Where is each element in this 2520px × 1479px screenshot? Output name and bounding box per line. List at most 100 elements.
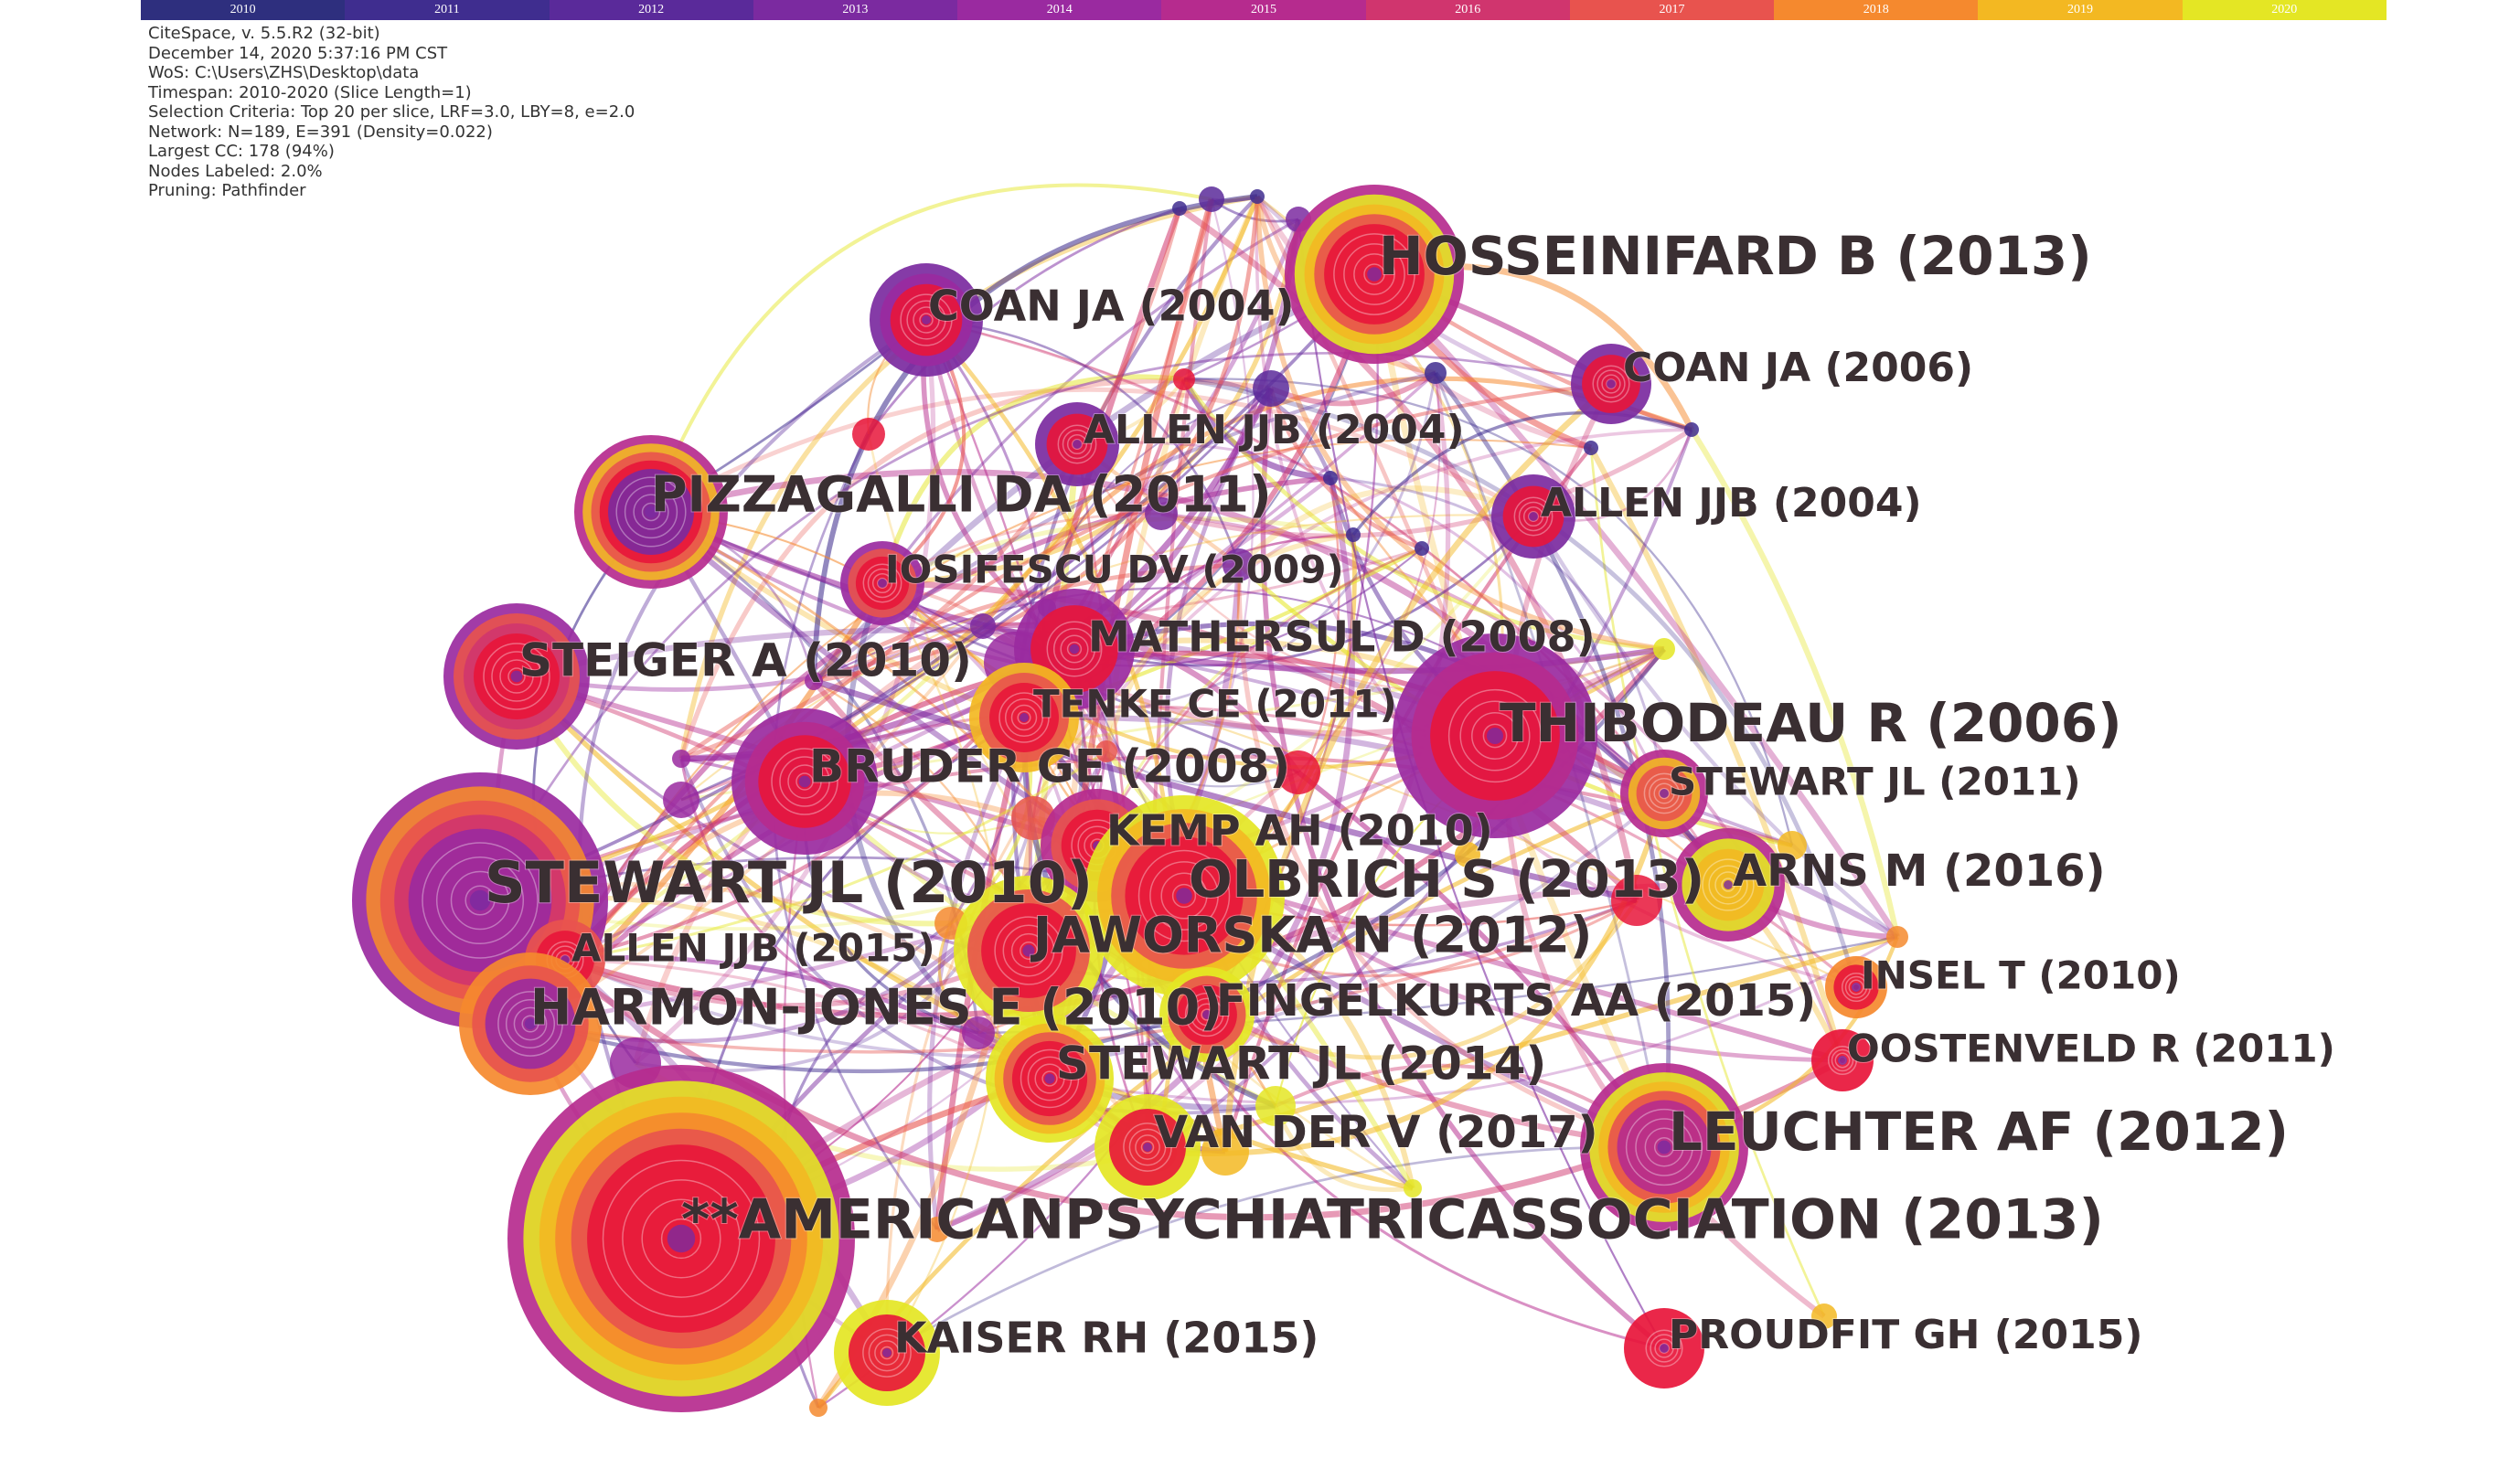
node-inner-ring: [1528, 511, 1539, 522]
minor-node[interactable]: [672, 750, 690, 768]
citation-edge: [1049, 935, 1898, 1104]
minor-node[interactable]: [1223, 548, 1255, 581]
citation-node[interactable]: [1571, 344, 1651, 424]
citation-node[interactable]: [1159, 967, 1255, 1062]
citation-node[interactable]: [1825, 956, 1887, 1018]
node-label: HOSSEINIFARD B (2013): [1379, 225, 2092, 287]
node-inner-ring: [1353, 253, 1395, 295]
citation-edge: [981, 376, 1692, 628]
node-label: VAN DER V (2017): [1154, 1107, 1598, 1158]
citation-edge: [813, 677, 1638, 904]
minor-node[interactable]: [1255, 1086, 1296, 1126]
citation-node[interactable]: [840, 541, 924, 625]
minor-node[interactable]: [1201, 1128, 1249, 1176]
node-inner-ring: [862, 1328, 912, 1378]
minor-node[interactable]: [962, 1016, 995, 1049]
node-inner-ring: [1482, 723, 1508, 749]
citation-edge: [1297, 372, 1441, 773]
minor-node[interactable]: [805, 672, 823, 690]
citation-edge: [514, 675, 952, 927]
citation-node[interactable]: [986, 1015, 1114, 1143]
citation-node[interactable]: [507, 1065, 855, 1412]
citation-node[interactable]: [834, 1300, 940, 1406]
citation-node[interactable]: [870, 263, 983, 377]
node-inner-ring: [1644, 1127, 1684, 1167]
node-label: INSEL T (2010): [1861, 953, 2181, 998]
node-inner-ring: [1041, 1070, 1058, 1087]
minor-node[interactable]: [1199, 186, 1224, 212]
citation-node[interactable]: [731, 708, 878, 855]
node-label: THIBODEAU R (2006): [1500, 692, 2122, 754]
citation-edge: [564, 792, 1666, 1059]
citation-edge: [1076, 441, 1666, 794]
node-inner-ring: [1643, 772, 1685, 814]
node-inner-ring: [1066, 641, 1083, 657]
citation-node[interactable]: [1620, 750, 1708, 837]
node-inner-ring: [913, 306, 940, 334]
citation-node[interactable]: [969, 663, 1079, 772]
node-inner-ring: [1137, 849, 1231, 942]
minor-node[interactable]: [663, 782, 699, 818]
node-inner-ring: [1201, 1008, 1213, 1021]
minor-node[interactable]: [1425, 362, 1447, 384]
timeline-year-2012: 2012: [549, 0, 753, 20]
node-inner-ring: [1649, 778, 1680, 809]
minor-node[interactable]: [1250, 189, 1265, 204]
minor-node[interactable]: [852, 418, 885, 451]
node-inner-ring: [877, 578, 888, 589]
citation-edge: [886, 1145, 1665, 1355]
citation-node[interactable]: [1393, 633, 1597, 838]
citation-edge: [1073, 516, 1535, 667]
node-inner-ring: [1721, 878, 1735, 892]
citation-node[interactable]: [1084, 795, 1285, 996]
minor-node[interactable]: [1778, 831, 1807, 860]
minor-node[interactable]: [1415, 541, 1429, 556]
minor-node[interactable]: [1584, 441, 1598, 455]
citation-node[interactable]: [459, 952, 602, 1095]
citation-node[interactable]: [443, 603, 590, 750]
node-inner-ring: [867, 568, 898, 599]
citation-node[interactable]: [1624, 1308, 1704, 1389]
minor-node[interactable]: [1611, 875, 1662, 926]
node-core: [1202, 1010, 1212, 1019]
timeline-color-bar: 2010 2011 2012 2013 2014 2015 2016 2017 2018 2019…: [141, 0, 2387, 20]
minor-node[interactable]: [1276, 750, 1320, 794]
citation-node[interactable]: [1671, 828, 1785, 942]
minor-node[interactable]: [1253, 370, 1289, 407]
node-inner-ring: [1844, 975, 1868, 999]
citation-node[interactable]: [1811, 1029, 1874, 1091]
node-label: KEMP AH (2010): [1106, 806, 1493, 856]
meta-line: Largest CC: 178 (94%): [148, 142, 335, 161]
citation-node[interactable]: [1285, 185, 1464, 364]
minor-node[interactable]: [1172, 201, 1187, 216]
minor-node[interactable]: [1455, 842, 1480, 867]
minor-node[interactable]: [1811, 1303, 1837, 1329]
citation-node[interactable]: [1491, 474, 1575, 559]
citation-node[interactable]: [1035, 402, 1119, 486]
minor-node[interactable]: [1653, 638, 1675, 660]
node-inner-ring: [1004, 697, 1044, 738]
citation-node[interactable]: [574, 435, 728, 589]
citation-edge: [1023, 372, 1437, 719]
node-inner-ring: [499, 659, 534, 694]
citation-node[interactable]: [1094, 1094, 1201, 1200]
minor-node[interactable]: [924, 1217, 950, 1242]
citation-edge: [925, 318, 1241, 566]
minor-node[interactable]: [1886, 926, 1908, 948]
minor-node[interactable]: [1145, 497, 1178, 530]
minor-node[interactable]: [970, 613, 996, 639]
minor-node[interactable]: [1173, 368, 1195, 390]
minor-node[interactable]: [809, 1399, 828, 1417]
node-inner-ring: [919, 313, 934, 327]
node-inner-ring: [1052, 627, 1096, 671]
citation-edge: [1372, 271, 1900, 939]
minor-node[interactable]: [1095, 740, 1117, 762]
citation-node[interactable]: [1580, 1063, 1748, 1231]
node-inner-ring: [1060, 634, 1089, 664]
node-label: STEWART JL (2011): [1669, 760, 2081, 804]
minor-node[interactable]: [1346, 527, 1361, 542]
minor-node[interactable]: [1404, 1179, 1422, 1197]
citation-node[interactable]: [954, 876, 1104, 1026]
minor-node[interactable]: [1684, 422, 1699, 437]
minor-node[interactable]: [1323, 471, 1338, 485]
